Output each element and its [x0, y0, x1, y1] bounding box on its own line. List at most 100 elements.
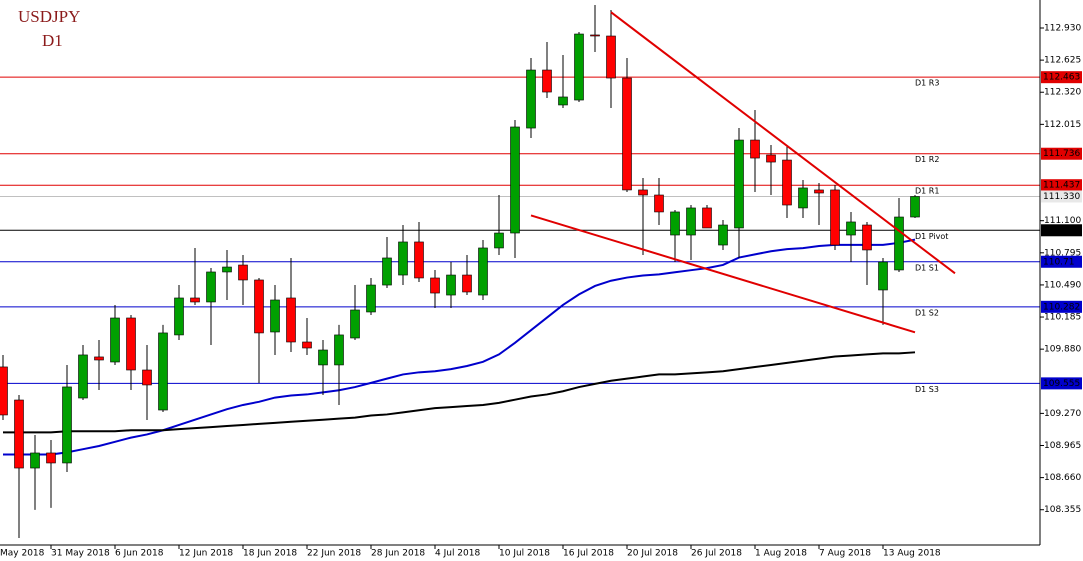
candle-body [894, 216, 904, 271]
candle-body [478, 247, 488, 296]
level-value: 111.736 [1043, 149, 1080, 159]
current-price-label: 111.330 [1043, 192, 1080, 202]
candle-body [702, 207, 712, 229]
candle-body [254, 279, 264, 334]
level-name: D1 S2 [915, 308, 939, 317]
candle-body [814, 189, 824, 194]
candle-body [30, 452, 40, 469]
y-tick-label: 112.320 [1044, 88, 1081, 98]
y-tick-label: 112.015 [1044, 120, 1081, 130]
candle-body [206, 271, 216, 303]
y-tick-label: 110.490 [1044, 280, 1081, 290]
moving-average [3, 238, 916, 456]
candle-body [46, 452, 56, 464]
y-tick-label: 109.270 [1044, 409, 1081, 419]
y-tick-label: 111.100 [1044, 216, 1081, 226]
candle-body [158, 332, 168, 411]
candle-body [766, 154, 776, 163]
symbol: USDJPY [18, 7, 80, 26]
trend-line [610, 11, 956, 275]
level-value: 112.463 [1043, 73, 1080, 83]
candle-body [414, 241, 424, 279]
level-tag [1041, 71, 1082, 84]
level-tag [1041, 147, 1082, 160]
candle-body [270, 299, 280, 333]
candle-body [606, 35, 616, 79]
candle-body [430, 277, 440, 294]
candle-body [94, 356, 104, 361]
candle-body [0, 366, 8, 416]
level-name: D1 S3 [915, 385, 939, 394]
candle-body [446, 274, 456, 296]
x-tick-label: May 2018 [0, 549, 45, 559]
candle-body [526, 69, 536, 129]
level-tag [1041, 224, 1082, 237]
level-name: D1 R1 [915, 187, 939, 196]
x-tick-label: 28 Jun 2018 [371, 549, 425, 559]
level-name: D1 S1 [915, 263, 939, 272]
x-tick-label: 6 Jun 2018 [115, 549, 164, 559]
x-tick-label: 4 Jul 2018 [435, 549, 480, 559]
y-tick-label: 109.880 [1044, 345, 1081, 355]
candle-body [798, 187, 808, 209]
candle-body [382, 257, 392, 286]
candle-body [318, 349, 328, 366]
y-tick-label: 110.185 [1044, 313, 1081, 323]
y-tick-label: 110.795 [1044, 248, 1081, 258]
candle-body [398, 241, 408, 276]
x-tick-label: 7 Aug 2018 [819, 549, 871, 559]
candle-body [14, 399, 24, 469]
candle-body [542, 69, 552, 93]
timeframe: D1 [42, 31, 63, 50]
level-tag [1041, 377, 1082, 390]
candle-body [590, 34, 600, 37]
candle-body [638, 189, 648, 196]
candle-body [782, 159, 792, 206]
candle-body [62, 386, 72, 464]
moving-average [3, 351, 916, 434]
level-name: D1 Pivot [915, 232, 948, 241]
y-tick-label: 108.660 [1044, 473, 1081, 483]
current-price-tag [1041, 190, 1082, 203]
candle-body [718, 224, 728, 246]
candle-body [510, 126, 520, 234]
level-value: 110.71 [1043, 257, 1075, 267]
candle-body [462, 274, 472, 293]
y-tick-label: 112.625 [1044, 56, 1081, 66]
candle-body [302, 341, 312, 349]
x-tick-label: 1 Aug 2018 [755, 549, 807, 559]
candle-body [558, 96, 568, 106]
candle-body [750, 139, 760, 159]
x-tick-label: 22 Jun 2018 [307, 549, 361, 559]
candle-body [494, 232, 504, 249]
plot: D1 R3 D1 R2 D1 R1 D1 Pivot D1 S1 D1 S2 D1 S3 [0, 4, 1040, 538]
candle-body [110, 317, 120, 363]
candle-body [126, 317, 136, 371]
y-tick-label: 108.965 [1044, 441, 1081, 451]
level-tag [1041, 255, 1082, 268]
candle-body [830, 189, 840, 246]
level-name: D1 R3 [915, 79, 939, 88]
x-tick-label: 13 Aug 2018 [883, 549, 941, 559]
candle-body [878, 261, 888, 291]
candle-body [366, 284, 376, 313]
candle-body [78, 354, 88, 399]
candle-body [734, 139, 744, 229]
level-value: 110.282 [1043, 302, 1080, 312]
level-value: 109.555 [1043, 379, 1080, 389]
x-tick-label: 20 Jul 2018 [627, 549, 678, 559]
trend-line [530, 214, 916, 334]
level-tag [1041, 300, 1082, 313]
candle-body [350, 309, 360, 339]
level-tag [1041, 179, 1082, 192]
x-tick-label: 10 Jul 2018 [499, 549, 550, 559]
candle-body [190, 297, 200, 303]
candle-body [142, 369, 152, 386]
candle-body [174, 297, 184, 336]
candle-body [654, 194, 664, 213]
candle-body [238, 264, 248, 281]
candle-body [670, 211, 680, 236]
x-tick-label: 31 May 2018 [51, 549, 110, 559]
candle-body [334, 334, 344, 366]
